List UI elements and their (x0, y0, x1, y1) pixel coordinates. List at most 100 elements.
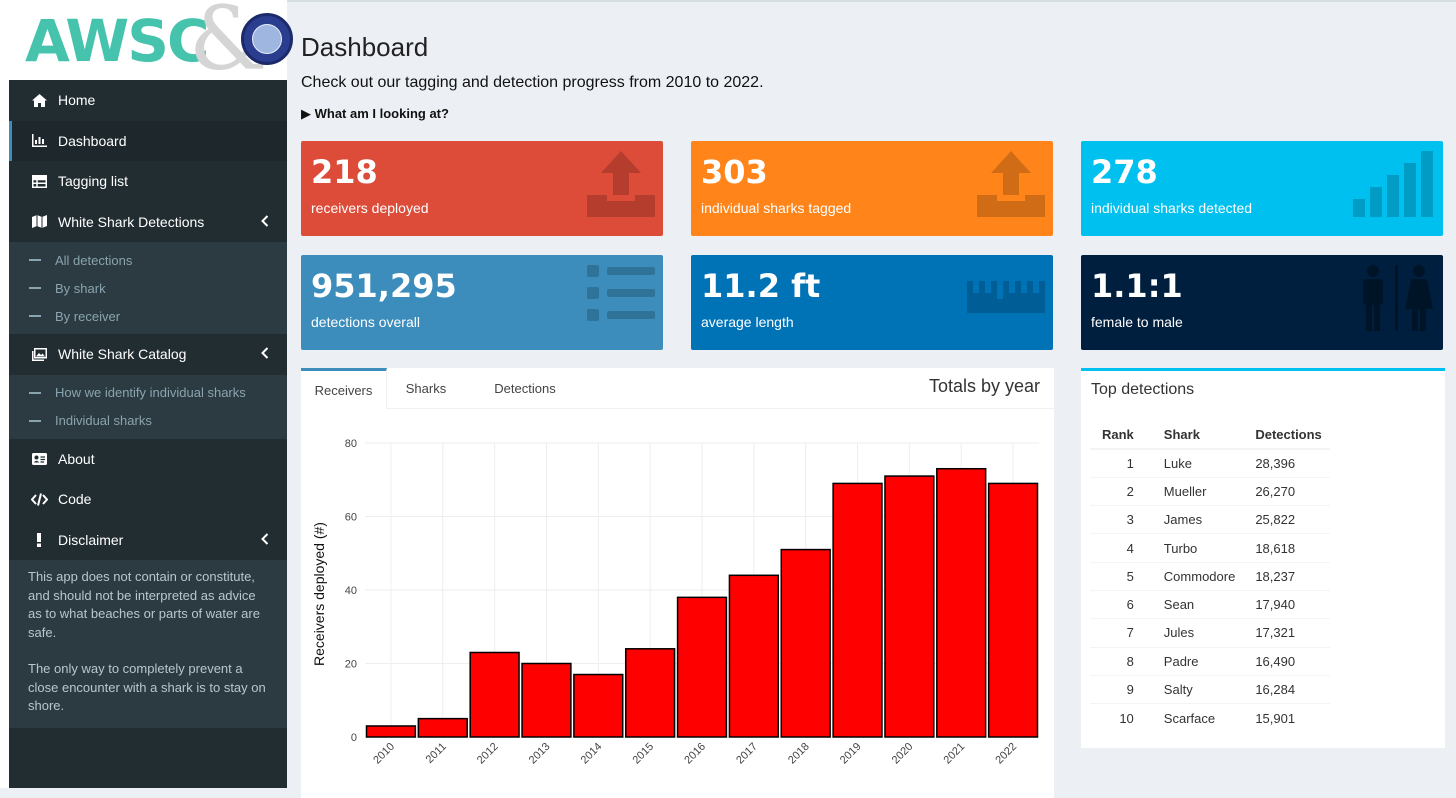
submenu-label: How we identify individual sharks (55, 385, 246, 400)
sidebar-item-home[interactable]: Home (9, 80, 287, 121)
tab-receivers[interactable]: Receivers (301, 368, 387, 409)
sidebar-item-catalog[interactable]: White Shark Catalog (9, 334, 287, 375)
home-icon (28, 93, 50, 107)
table-row: 4 Turbo 18,618 (1090, 533, 1330, 563)
x-tick-label: 2020 (890, 741, 916, 767)
table-row: 5 Commodore 18,237 (1090, 561, 1330, 591)
table-row: 2 Mueller 26,270 (1090, 476, 1330, 506)
shark-cell: Scarface (1151, 703, 1244, 732)
sidebar-item-label: White Shark Catalog (58, 346, 187, 363)
shark-cell: Sean (1151, 589, 1244, 619)
submenu-item-by-receiver[interactable]: By receiver (9, 302, 287, 330)
table-row: 9 Salty 16,284 (1090, 674, 1330, 704)
rank-cell: 9 (1090, 674, 1152, 704)
top-detections-table: Rank Shark Detections 1 Luke 28,396 2 Muelle… (1090, 421, 1330, 732)
column-header-shark: Shark (1151, 421, 1244, 450)
submenu-item-identify[interactable]: How we identify individual sharks (9, 379, 287, 407)
images-icon (28, 347, 50, 361)
x-tick-label: 2022 (993, 741, 1019, 767)
detections-cell: 26,270 (1243, 476, 1330, 506)
sidebar-item-detections[interactable]: White Shark Detections (9, 202, 287, 243)
column-header-rank: Rank (1090, 421, 1152, 450)
sidebar-item-tagging-list[interactable]: Tagging list (9, 161, 287, 202)
rank-cell: 7 (1090, 618, 1152, 648)
chart-title: Totals by year (928, 376, 1040, 396)
x-tick-label: 2017 (734, 741, 760, 767)
receivers-bar-chart: 0 20 40 60 80 2010 2011 2012 2013 2014 2015 2016 201… (311, 438, 1039, 767)
value-box-label: individual sharks tagged (701, 200, 852, 216)
rank-cell: 5 (1090, 561, 1152, 591)
list-icon (587, 265, 655, 328)
column-header-detections: Detections (1243, 421, 1330, 450)
upload-tray-icon (587, 151, 655, 222)
y-tick-label: 60 (345, 512, 357, 524)
submenu-label: Individual sharks (55, 413, 152, 428)
detections-cell: 18,618 (1243, 533, 1330, 563)
value-box-label: receivers deployed (311, 200, 429, 216)
shark-cell: Turbo (1151, 533, 1244, 563)
x-tick-label: 2019 (838, 741, 864, 767)
x-tick-label: 2021 (942, 741, 968, 767)
shark-cell: James (1151, 505, 1244, 534)
tab-detections[interactable]: Detections (494, 381, 556, 396)
sidebar-item-code[interactable]: Code (9, 479, 287, 520)
id-card-icon (28, 452, 50, 465)
sidebar-item-label: White Shark Detections (58, 213, 205, 230)
sidebar-item-label: Home (58, 92, 96, 109)
sidebar-item-dashboard[interactable]: Dashboard (9, 120, 287, 161)
dash-icon (29, 315, 41, 317)
bar (987, 482, 1039, 738)
sidebar-item-label: Code (58, 491, 92, 508)
dash-icon (29, 391, 41, 394)
bar (936, 467, 987, 738)
sidebar-item-label: Disclaimer (58, 531, 124, 548)
sidebar-item-disclaimer[interactable]: Disclaimer (9, 520, 287, 561)
value-box-receivers: 218 receivers deployed (301, 141, 663, 236)
detections-cell: 15,901 (1243, 703, 1330, 732)
x-tick-label: 2016 (682, 741, 708, 767)
sidebar-item-label: Tagging list (58, 173, 129, 190)
value-box-number: 218 (311, 153, 378, 191)
y-tick-label: 40 (345, 585, 357, 597)
value-box-number: 303 (701, 153, 768, 191)
sidebar-item-label: Dashboard (58, 132, 127, 149)
submenu-item-all-detections[interactable]: All detections (9, 246, 287, 274)
tab-sharks[interactable]: Sharks (405, 381, 447, 396)
y-tick-label: 0 (351, 732, 357, 744)
y-axis-label: Receivers deployed (#) (311, 522, 327, 666)
table-icon (28, 174, 50, 188)
y-tick-label: 80 (345, 438, 357, 450)
disclaimer-text: This app does not contain or constitute,… (9, 560, 287, 728)
submenu-item-by-shark[interactable]: By shark (9, 274, 287, 302)
chart-tabs: Receivers Sharks Detections (301, 368, 1054, 409)
rank-cell: 6 (1090, 589, 1152, 619)
signal-bars-icon (1353, 151, 1435, 222)
top-border (287, 0, 1456, 2)
sidebar: Home Dashboard Tagging list White Shark … (9, 80, 287, 788)
map-icon (28, 215, 50, 229)
table-row: 7 Jules 17,321 (1090, 618, 1330, 648)
detections-cell: 28,396 (1243, 448, 1330, 478)
detections-cell: 25,822 (1243, 505, 1330, 534)
ruler-icon (967, 281, 1045, 318)
value-box-sharks-tagged: 303 individual sharks tagged (691, 141, 1053, 236)
chevron-left-icon (261, 532, 269, 548)
bar (780, 548, 831, 738)
bar (728, 574, 780, 738)
detections-submenu: All detections By shark By receiver (9, 242, 287, 334)
page-subtitle: Check out our tagging and detection prog… (301, 74, 764, 91)
dash-icon (29, 419, 41, 422)
code-icon (28, 493, 50, 506)
totals-by-year-box: Receivers Sharks Detections Totals by ye… (301, 368, 1054, 798)
bar (469, 651, 520, 738)
detections-cell: 18,237 (1243, 561, 1330, 591)
table-row: 10 Scarface 15,901 (1090, 703, 1330, 732)
left-gutter (0, 0, 9, 788)
shark-cell: Commodore (1151, 561, 1244, 591)
restroom-icon (1359, 265, 1435, 336)
details-toggle[interactable]: ▶ What am I looking at? (301, 106, 449, 121)
top-detections-title: Top detections (1091, 381, 1195, 398)
logo[interactable]: AWSC & (0, 0, 293, 84)
sidebar-item-about[interactable]: About (9, 439, 287, 480)
submenu-item-individual-sharks[interactable]: Individual sharks (9, 407, 287, 435)
